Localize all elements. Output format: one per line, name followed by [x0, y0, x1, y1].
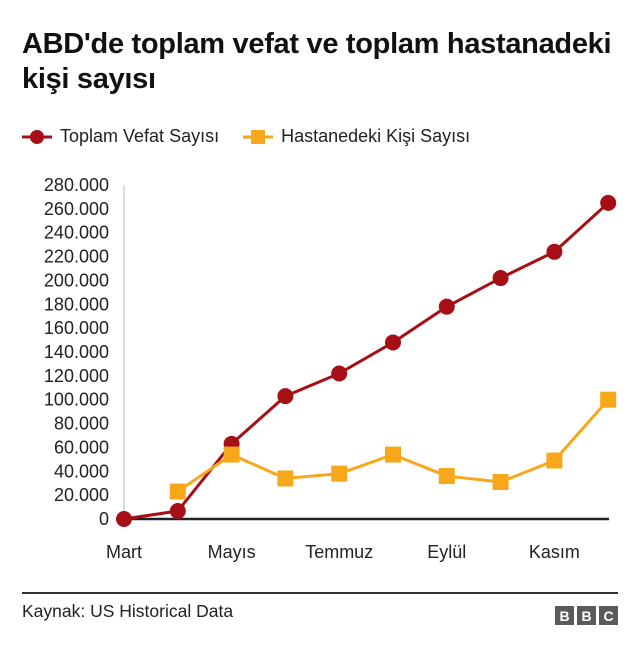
y-tick-label: 40.000 — [54, 461, 109, 481]
deaths-line — [123, 201, 610, 521]
y-tick-label: 160.000 — [44, 318, 109, 338]
data-point-circle — [331, 365, 348, 382]
y-tick-label: 120.000 — [44, 366, 109, 386]
data-point-square — [385, 446, 401, 463]
circle-marker-icon — [22, 129, 52, 144]
data-point-circle — [438, 298, 455, 315]
data-point-square — [331, 465, 348, 482]
data-point-circle — [385, 334, 401, 351]
line-chart: 0 20.000 40.000 60.000 80.000 100.000 120.000 1… — [44, 175, 617, 562]
y-tick-label: 220.000 — [44, 247, 109, 267]
y-tick-label: 100.000 — [44, 390, 109, 410]
data-point-circle — [169, 503, 186, 520]
data-point-square — [546, 452, 563, 469]
source-note: Kaynak: US Historical Data — [22, 601, 234, 621]
y-tick-label: 80.000 — [54, 414, 109, 434]
legend: Toplam Vefat Sayısı Hastanedeki Kişi Say… — [20, 126, 492, 147]
y-tick-label: 140.000 — [44, 342, 109, 362]
square-marker-icon — [243, 129, 274, 144]
legend-label-hospitalized: Hastanedeki Kişi Sayısı — [281, 126, 471, 146]
chart-title: ABD'de toplam vefat ve toplam hastanadek… — [22, 28, 612, 95]
legend-item-hospitalized: Hastanedeki Kişi Sayısı — [241, 126, 470, 147]
legend-item-deaths: Toplam Vefat Sayısı — [20, 126, 219, 147]
data-point-circle — [277, 388, 294, 405]
data-point-square — [277, 470, 294, 487]
bbc-logo: B B C — [555, 606, 618, 625]
hospitalized-line — [176, 398, 610, 493]
y-tick-label: 260.000 — [44, 199, 109, 219]
data-point-square — [492, 474, 509, 491]
data-point-square — [600, 391, 617, 408]
y-tick-label: 20.000 — [54, 485, 109, 505]
data-point-circle — [546, 243, 563, 260]
x-tick-label: Mart — [106, 542, 142, 562]
x-tick-label: Kasım — [529, 542, 580, 562]
x-tick-label: Mayıs — [208, 542, 256, 562]
legend-label-deaths: Toplam Vefat Sayısı — [60, 126, 220, 146]
data-point-circle — [492, 270, 509, 287]
data-point-square — [438, 468, 455, 485]
data-point-circle — [600, 194, 617, 211]
y-tick-label: 0 — [99, 509, 109, 529]
x-tick-label: Eylül — [427, 542, 466, 562]
data-point-square — [169, 483, 186, 500]
y-tick-label: 240.000 — [44, 223, 109, 243]
y-tick-label: 200.000 — [44, 270, 109, 290]
y-tick-label: 60.000 — [54, 437, 109, 457]
data-point-circle — [116, 511, 132, 527]
y-tick-label: 280.000 — [44, 175, 109, 195]
y-tick-label: 180.000 — [44, 294, 109, 314]
x-tick-label: Temmuz — [305, 542, 373, 562]
footer-divider — [22, 592, 618, 594]
data-point-square — [223, 446, 240, 463]
